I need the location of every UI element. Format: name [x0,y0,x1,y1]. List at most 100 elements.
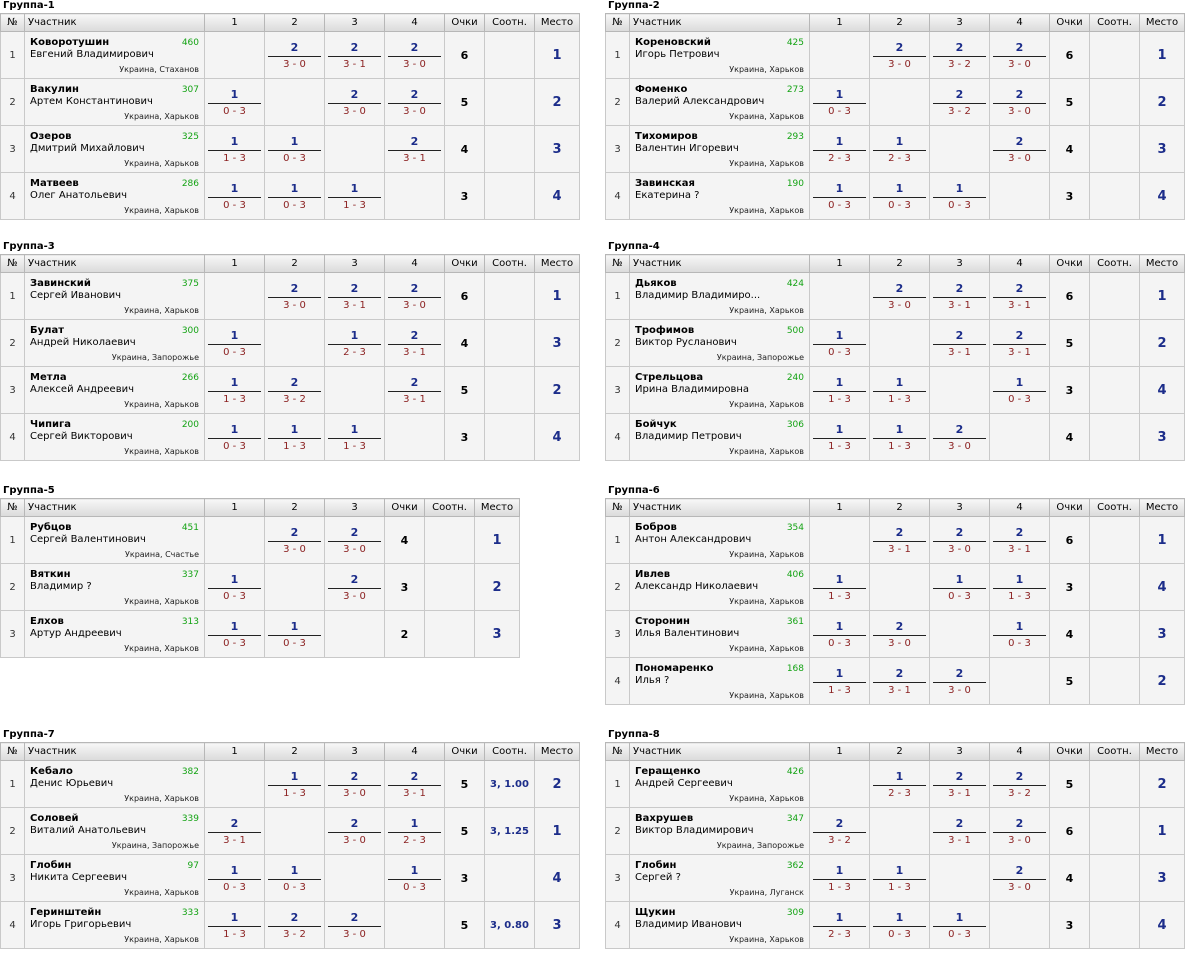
match-score: 3 - 2 [283,394,306,405]
result-divider [328,438,381,439]
ratio-value [484,31,535,79]
match-result-cell: 2 3 - 0 [929,657,990,705]
match-result: 2 3 - 1 [385,367,444,413]
match-points: 1 [230,88,239,101]
participant-city: Украина, Харьков [729,206,804,215]
self-match-cell [204,516,265,564]
match-result-cell: 2 3 - 0 [989,854,1050,902]
participant-first-name: Сергей Валентинович [30,534,146,545]
result-divider [873,635,926,636]
match-points: 1 [290,423,299,436]
participant-first-name: Дмитрий Михайлович [30,143,145,154]
match-score: 0 - 3 [1008,638,1031,649]
table-row: 2 Булат 300 Андрей Николаевич Украина, Запор… [0,319,580,367]
participant-last-name: Вакулин [30,84,79,95]
participant-rating: 313 [181,617,199,627]
participant-first-name: Игорь Григорьевич [30,919,132,930]
match-result-cell: 1 2 - 3 [869,760,930,808]
match-result: 2 3 - 2 [930,79,989,125]
match-result-cell: 1 2 - 3 [384,807,445,855]
participant-first-name: Сергей ? [635,872,681,883]
place-value: 4 [534,413,580,461]
match-result-cell: 2 3 - 1 [324,272,385,320]
match-result: 2 3 - 2 [990,761,1049,807]
result-divider [328,56,381,57]
participant-city: Украина, Харьков [729,400,804,409]
header-opponent-3: 3 [324,498,385,517]
result-divider [933,832,986,833]
header-place: Место [1139,498,1185,517]
participant-last-name: Геращенко [635,766,701,777]
match-result-cell: 2 3 - 0 [989,125,1050,173]
result-divider [208,344,261,345]
participant-cell: Елхов 313 Артур Андреевич Украина, Харьков [24,610,205,658]
group-title: Группа-1 [3,0,55,11]
self-match-cell [929,610,990,658]
participant-info: Озеров 325 Дмитрий Михайлович Украина, Харь… [25,126,204,172]
match-points: 2 [1015,526,1024,539]
match-result-cell: 1 0 - 3 [809,78,870,126]
header-no: № [0,498,25,517]
match-score: 3 - 0 [343,106,366,117]
match-result-cell: 1 0 - 3 [204,563,265,611]
participant-city: Украина, Запорожье [111,841,199,850]
match-score: 1 - 3 [343,200,366,211]
match-result: 1 2 - 3 [810,126,869,172]
match-points: 2 [350,41,359,54]
participant-info: Коворотушин 460 Евгений Владимирович Украин… [25,32,204,78]
match-points: 2 [895,526,904,539]
participant-city: Украина, Харьков [124,597,199,606]
participant-cell: Ивлев 406 Александр Николаевич Украина, Хар… [629,563,810,611]
match-result-cell: 2 3 - 0 [324,78,385,126]
participant-city: Украина, Харьков [124,447,199,456]
participant-cell: Геринштейн 333 Игорь Григорьевич Украина, Х… [24,901,205,949]
match-score: 3 - 0 [343,929,366,940]
participant-cell: Сторонин 361 Илья Валентинович Украина, Хар… [629,610,810,658]
participant-info: Кореновский 425 Игорь Петрович Украина, Хар… [630,32,809,78]
participant-rating: 300 [181,326,199,336]
participant-first-name: Алексей Андреевич [30,384,134,395]
match-result: 1 1 - 3 [810,855,869,901]
match-result-cell: 1 1 - 3 [809,413,870,461]
match-points: 1 [230,864,239,877]
group-table: № Участник 1 2 3 4 Очки Соотн. Место 1 Кореновский… [605,13,1185,220]
participant-info: Метла 266 Алексей Андреевич Украина, Харько… [25,367,204,413]
participant-info: Завинский 375 Сергей Иванович Украина, Харь… [25,273,204,319]
result-divider [993,541,1046,542]
match-points: 1 [955,573,964,586]
row-number: 1 [605,760,630,808]
header-row: № Участник 1 2 3 4 Очки Соотн. Место [0,742,580,761]
match-score: 2 - 3 [828,929,851,940]
header-no: № [605,254,630,273]
result-divider [993,150,1046,151]
ratio-value [1089,413,1140,461]
match-score: 3 - 0 [948,441,971,452]
participant-last-name: Соловей [30,813,79,824]
participant-first-name: Андрей Николаевич [30,337,136,348]
header-ratio: Соотн. [1089,498,1140,517]
match-points: 2 [350,88,359,101]
header-place: Место [534,254,580,273]
participant-last-name: Фоменко [635,84,688,95]
result-divider [208,926,261,927]
match-result: 2 3 - 1 [385,320,444,366]
header-participant: Участник [24,254,205,273]
match-result: 1 0 - 3 [205,855,264,901]
result-divider [993,56,1046,57]
participant-city: Украина, Харьков [729,550,804,559]
result-divider [873,682,926,683]
match-score: 3 - 2 [283,929,306,940]
match-score: 0 - 3 [828,638,851,649]
place-value: 2 [534,78,580,126]
participant-cell: Соловей 339 Виталий Анатольевич Украина, За… [24,807,205,855]
participant-cell: Геращенко 426 Андрей Сергеевич Украина, Хар… [629,760,810,808]
participant-city: Украина, Харьков [729,597,804,606]
header-opponent-3: 3 [324,742,385,761]
header-participant: Участник [24,742,205,761]
match-score: 2 - 3 [888,788,911,799]
header-opponent-3: 3 [929,742,990,761]
participant-first-name: Валерий Александрович [635,96,765,107]
header-ratio: Соотн. [1089,13,1140,32]
match-result: 1 0 - 3 [205,79,264,125]
participant-city: Украина, Запорожье [716,353,804,362]
